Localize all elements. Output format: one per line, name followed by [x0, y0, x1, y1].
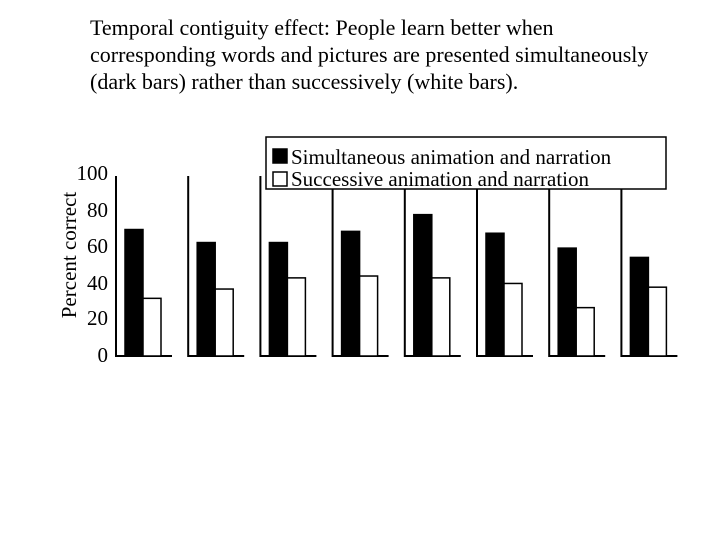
chart-title-line-1: Temporal contiguity effect: People learn… [90, 15, 554, 40]
successive-bar-7 [575, 306, 595, 357]
simultaneous-bar-8 [629, 256, 650, 357]
successive-bar-8 [647, 286, 668, 357]
legend-label-successive: Successive animation and narration [291, 167, 589, 191]
bar-group-5 [403, 176, 461, 357]
chart-title: Temporal contiguity effect: People learn… [90, 14, 715, 95]
legend: Simultaneous animation and narration Suc… [265, 136, 667, 191]
simultaneous-bar-1 [124, 228, 144, 357]
y-tick-label-4: 80 [87, 198, 108, 222]
bar-groups [115, 176, 678, 357]
successive-bar-3 [286, 277, 307, 357]
legend-box [265, 136, 667, 190]
y-tick-label-5: 100 [77, 161, 109, 185]
successive-bar-1 [142, 297, 162, 357]
y-tick-label-3: 60 [87, 234, 108, 258]
chart-title-line-3: (dark bars) rather than successively (wh… [90, 69, 519, 94]
y-axis-ticks: 0 20 40 60 80 100 [77, 161, 109, 367]
bar-group-4 [331, 176, 389, 357]
bar-group-7 [548, 176, 606, 357]
simultaneous-bar-4 [340, 230, 361, 357]
bar-group-6 [476, 176, 533, 357]
successive-bar-4 [358, 275, 379, 357]
chart-title-line-2: corresponding words and pictures are pre… [90, 42, 649, 67]
legend-swatch-simultaneous [272, 148, 288, 164]
y-tick-label-0: 0 [98, 343, 109, 367]
y-tick-label-2: 40 [87, 271, 108, 295]
y-tick-label-1: 20 [87, 306, 108, 330]
simultaneous-bar-2 [196, 241, 216, 357]
successive-bar-6 [503, 282, 523, 357]
simultaneous-bar-6 [485, 232, 505, 357]
legend-label-simultaneous: Simultaneous animation and narration [291, 145, 612, 169]
bar-group-8 [620, 176, 678, 357]
legend-swatch-successive [272, 171, 288, 187]
simultaneous-bar-3 [268, 241, 289, 357]
y-axis-label: Percent correct [57, 192, 81, 319]
bar-group-1 [115, 176, 172, 357]
simultaneous-bar-7 [557, 247, 577, 357]
successive-bar-5 [431, 277, 451, 357]
bar-group-2 [187, 176, 245, 357]
successive-bar-2 [214, 288, 234, 357]
simultaneous-bar-5 [413, 213, 433, 357]
bar-group-3 [259, 176, 317, 357]
